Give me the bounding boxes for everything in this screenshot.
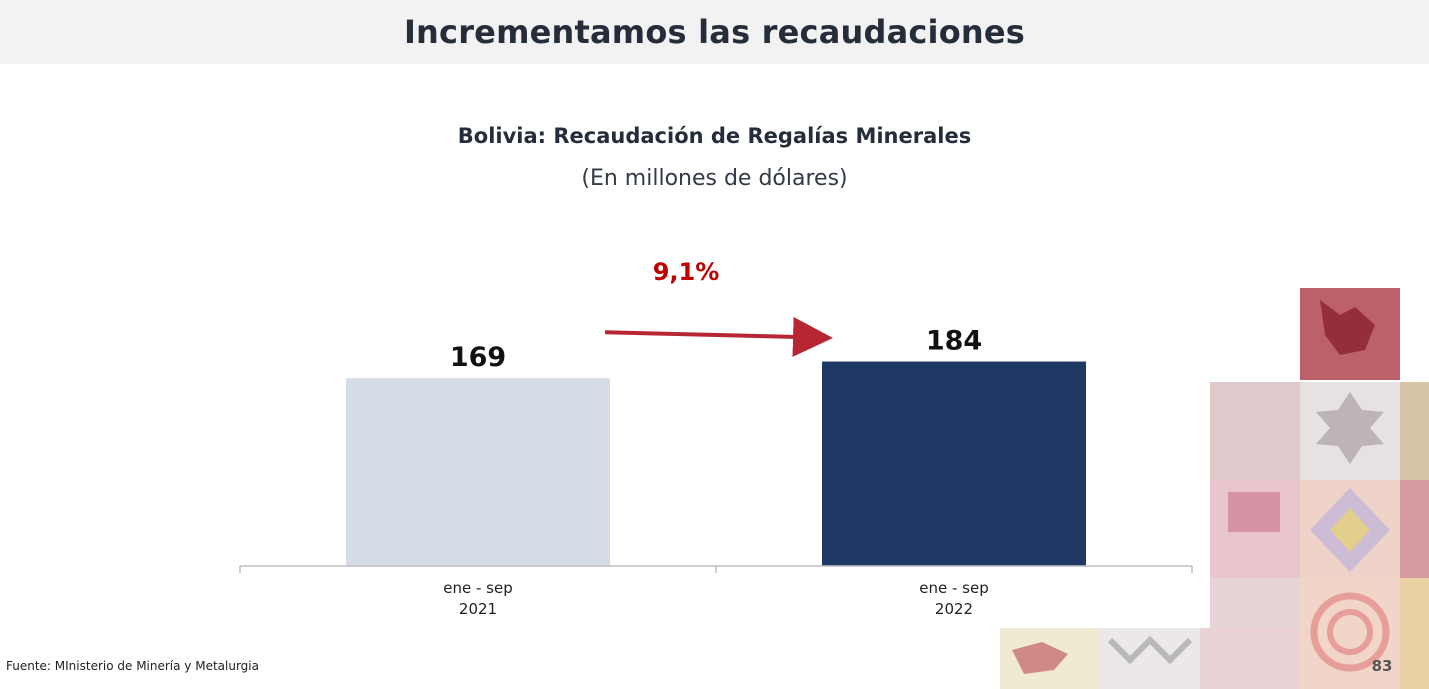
growth-indicator: 9,1% xyxy=(604,258,833,357)
growth-label: 9,1% xyxy=(653,258,720,286)
labels-group: 169 ene - sep 2021 184 ene - sep 2022 xyxy=(443,326,988,618)
page-title: Incrementamos las recaudaciones xyxy=(403,13,1026,51)
bar-2 xyxy=(822,361,1086,566)
x-axis xyxy=(239,565,1193,573)
growth-arrow xyxy=(604,316,833,357)
bars-group xyxy=(346,361,1086,566)
tick-label-2-1: ene - sep xyxy=(919,579,988,597)
chart-title: Bolivia: Recaudación de Regalías Mineral… xyxy=(457,124,972,148)
value-label-2: 184 xyxy=(926,326,982,357)
tick-label-1-2: 2021 xyxy=(459,600,497,618)
header-band xyxy=(0,0,1429,64)
tick-label-2-2: 2022 xyxy=(935,600,973,618)
page-number: 83 xyxy=(1371,657,1393,675)
value-label-1: 169 xyxy=(450,342,506,373)
chart-subtitle: (En millones de dólares) xyxy=(581,166,848,191)
andean-textile-mosaic-icon xyxy=(1000,288,1429,689)
bar-1 xyxy=(346,378,610,566)
source-note: Fuente: MInisterio de Minería y Metalurg… xyxy=(6,659,259,673)
tick-label-1-1: ene - sep xyxy=(443,579,512,597)
